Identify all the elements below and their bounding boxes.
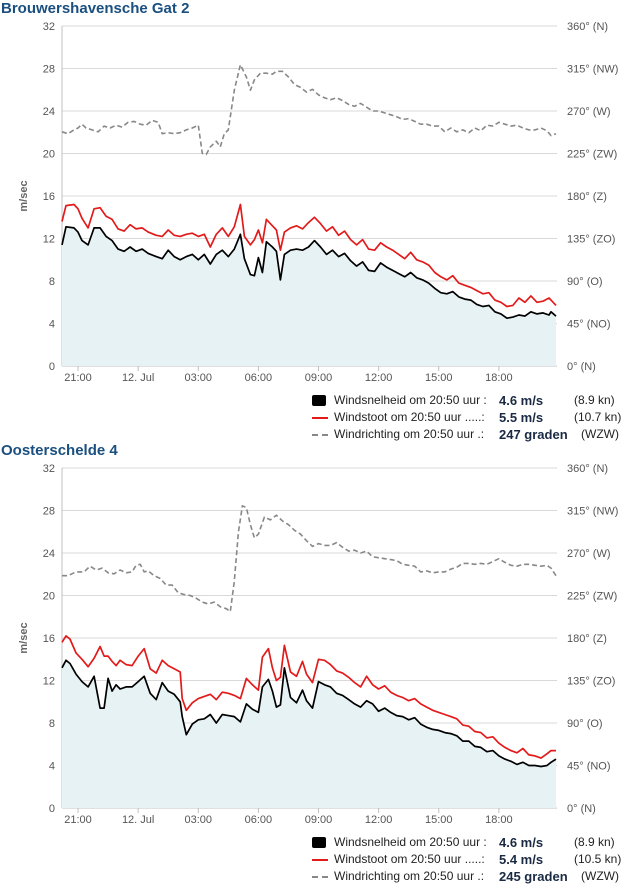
legend-value: 245 graden <box>499 869 568 884</box>
legend-label: Windstoot om 20:50 uur .....: <box>334 410 485 424</box>
windrichting-swatch <box>312 434 328 436</box>
legend-label: Windstoot om 20:50 uur .....: <box>334 852 485 866</box>
y-tick-label: 12 <box>43 676 55 688</box>
y-tick-label: 4 <box>49 761 55 773</box>
chart-svg: 0 4 8 12 16 20 24 28 32 0° (N) 45° (NO) 90° (O) 135°… <box>18 21 618 384</box>
y-axis-title: m/sec <box>18 622 30 653</box>
y2-tick-label: 315° (NW) <box>567 64 618 76</box>
y2-tick-label: 360° (N) <box>567 21 608 33</box>
legend-extra: (WZW) <box>581 427 619 441</box>
y-tick-label: 16 <box>43 633 55 645</box>
legend-value: 5.4 m/s <box>499 852 544 867</box>
y2-tick-label: 0° (N) <box>567 803 596 815</box>
x-tick-label: 12:00 <box>365 372 393 384</box>
legend-extra: (8.9 kn) <box>574 835 615 849</box>
station-title: Brouwershavensche Gat 2 <box>1 0 190 17</box>
windstoot-swatch <box>312 859 328 861</box>
legend-label: Windrichting om 20:50 uur .: <box>334 427 485 441</box>
legend-label: Windrichting om 20:50 uur .: <box>334 869 485 883</box>
y2-tick-label: 135° (ZO) <box>567 234 615 246</box>
station-title: Oosterschelde 4 <box>1 442 118 459</box>
x-tick-label: 15:00 <box>425 372 453 384</box>
y2-tick-label: 315° (NW) <box>567 506 618 518</box>
x-tick-label: 03:00 <box>185 372 213 384</box>
x-tick-label: 09:00 <box>305 814 333 826</box>
y-tick-label: 32 <box>43 21 55 33</box>
x-tick-label: 15:00 <box>425 814 453 826</box>
y-tick-label: 24 <box>43 548 55 560</box>
x-tick-label: 09:00 <box>305 372 333 384</box>
y-tick-label: 20 <box>43 591 55 603</box>
y-tick-label: 16 <box>43 191 55 203</box>
x-tick-label: 18:00 <box>485 814 513 826</box>
legend-value: 247 graden <box>499 427 568 442</box>
legend-extra: (10.5 kn) <box>574 852 622 866</box>
y2-tick-label: 0° (N) <box>567 361 596 373</box>
windsnelheid-area <box>62 226 556 366</box>
y-tick-label: 4 <box>49 319 55 331</box>
windrichting-line <box>62 505 557 613</box>
windsnelheid-line <box>61 659 557 768</box>
legend-extra: (8.9 kn) <box>574 393 615 407</box>
x-tick-label: 18:00 <box>485 372 513 384</box>
y-tick-label: 8 <box>49 718 55 730</box>
windstoot-line <box>61 635 556 759</box>
y2-tick-label: 360° (N) <box>567 463 608 475</box>
y-tick-label: 28 <box>43 64 55 76</box>
legend-value: 4.6 m/s <box>499 835 544 850</box>
x-tick-label: 12:00 <box>365 814 393 826</box>
y-tick-label: 24 <box>43 106 55 118</box>
y2-tick-label: 90° (O) <box>567 718 603 730</box>
y2-tick-label: 45° (NO) <box>567 319 611 331</box>
y-tick-label: 8 <box>49 276 55 288</box>
y2-tick-label: 270° (W) <box>567 106 611 118</box>
y2-tick-label: 225° (ZW) <box>567 149 617 161</box>
legend-label: Windsnelheid om 20:50 uur : <box>334 835 487 849</box>
windstoot-line <box>61 203 557 308</box>
y2-tick-label: 270° (W) <box>567 548 611 560</box>
windrichting-swatch <box>312 876 328 878</box>
y2-tick-label: 180° (Z) <box>567 191 607 203</box>
chart-panel-2: Oosterschelde 4 0 4 8 12 16 20 24 28 32 0° (N) 45°… <box>0 442 631 885</box>
x-tick-label: 21:00 <box>64 814 92 826</box>
x-tick-label: 12. Jul <box>122 372 154 384</box>
y-tick-label: 32 <box>43 463 55 475</box>
legend-extra: (WZW) <box>581 869 619 883</box>
y2-tick-label: 225° (ZW) <box>567 591 617 603</box>
windrichting-line <box>61 63 557 156</box>
y-tick-label: 12 <box>43 234 55 246</box>
legend-value: 4.6 m/s <box>499 393 544 408</box>
y2-tick-label: 180° (Z) <box>567 633 607 645</box>
windsnelheid-swatch <box>312 395 326 406</box>
y-tick-label: 20 <box>43 149 55 161</box>
windstoot-swatch <box>312 417 328 419</box>
windsnelheid-area <box>62 660 556 808</box>
y2-tick-label: 135° (ZO) <box>567 676 615 688</box>
y-tick-label: 0 <box>49 361 55 373</box>
legend-extra: (10.7 kn) <box>574 410 622 424</box>
x-tick-label: 03:00 <box>185 814 213 826</box>
y-tick-label: 28 <box>43 506 55 518</box>
x-tick-label: 06:00 <box>245 814 273 826</box>
windsnelheid-line <box>61 225 557 320</box>
y-axis-title: m/sec <box>18 180 30 211</box>
windsnelheid-swatch <box>312 837 326 848</box>
legend-value: 5.5 m/s <box>499 410 544 425</box>
y2-tick-label: 90° (O) <box>567 276 603 288</box>
legend-label: Windsnelheid om 20:50 uur : <box>334 393 487 407</box>
chart-panel-1: Brouwershavensche Gat 2 0 4 8 12 16 20 24 28 32 0… <box>0 0 631 442</box>
x-tick-label: 12. Jul <box>122 814 154 826</box>
x-tick-label: 06:00 <box>245 372 273 384</box>
chart-svg: 0 4 8 12 16 20 24 28 32 0° (N) 45° (NO) 90° (O) 135°… <box>18 463 618 826</box>
y-tick-label: 0 <box>49 803 55 815</box>
x-tick-label: 21:00 <box>64 372 92 384</box>
y2-tick-label: 45° (NO) <box>567 761 611 773</box>
